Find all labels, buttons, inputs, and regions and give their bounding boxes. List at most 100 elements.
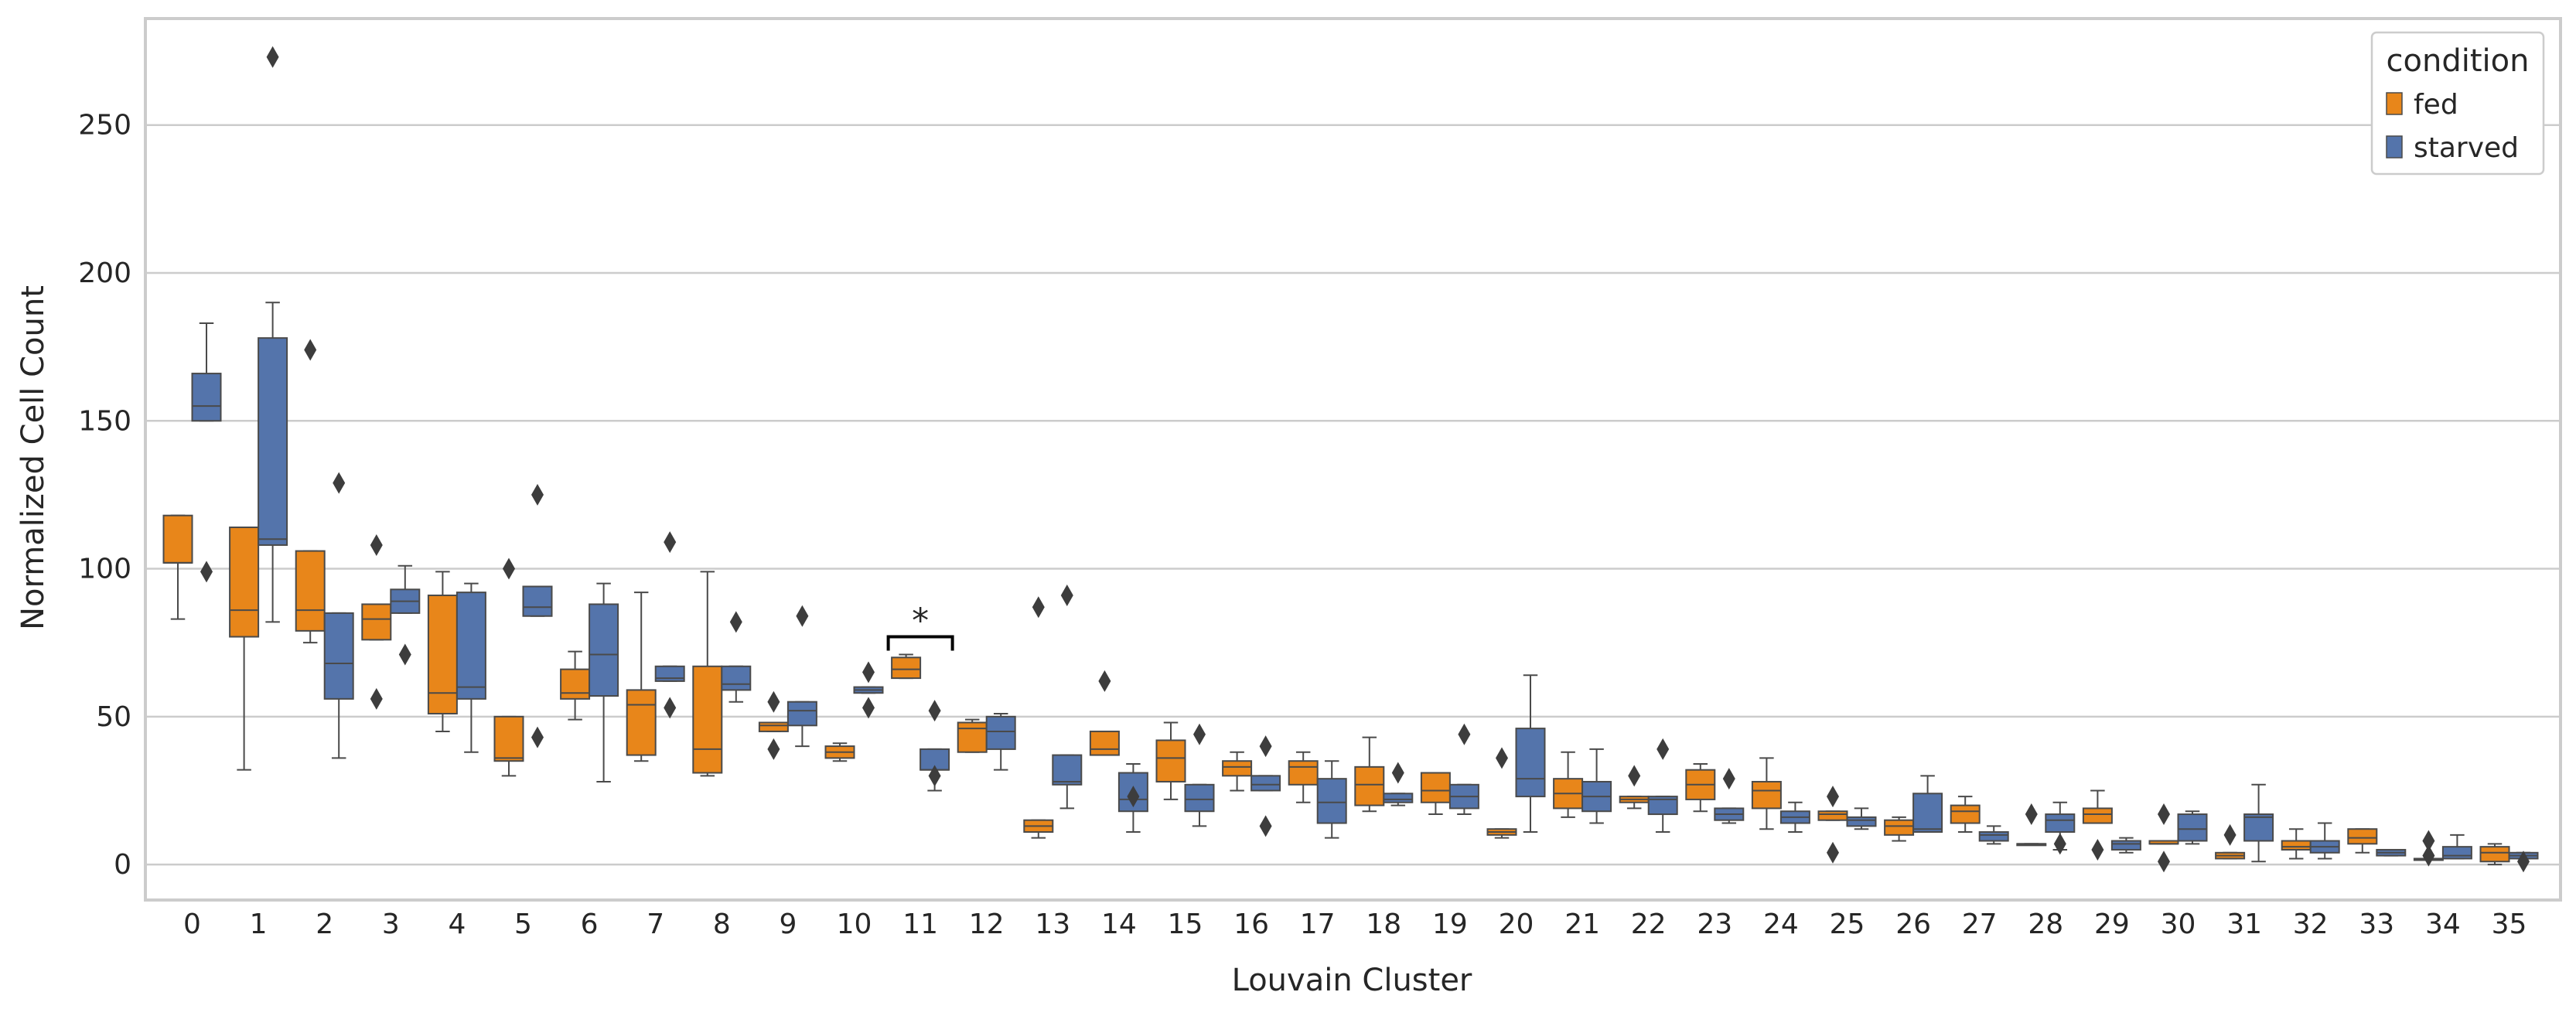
box-body [1288,760,1319,786]
box-body [1978,831,2009,842]
outlier-point [729,611,742,633]
box-body [1912,793,1943,834]
x-tick-label: 12 [969,909,1005,940]
outlier-point [664,697,677,719]
box-body [786,701,817,727]
box-layer [162,46,2539,873]
x-axis-label: Louvain Cluster [1232,963,1472,998]
x-tick-label: 23 [1697,909,1732,940]
box-body [1250,775,1281,792]
x-tick-label: 15 [1168,909,1203,940]
box-fed-29 [2082,789,2113,861]
legend-title: condition [2387,43,2530,79]
x-tick-label: 2 [316,909,333,940]
outlier-point [664,531,677,554]
x-tick-label: 26 [1895,909,1931,940]
x-tick-label: 22 [1631,909,1667,940]
box-fed-5 [493,557,524,777]
box-body [891,656,922,680]
box-fed-0 [162,514,193,620]
box-body [692,665,723,774]
outlier-point [1259,735,1272,758]
x-tick-label: 6 [581,909,599,940]
outlier-point [2053,833,2066,855]
box-body [427,594,458,714]
x-tick-label: 14 [1101,909,1137,940]
box-body [162,514,193,564]
box-starved-29 [2110,837,2141,854]
x-tick-label: 0 [183,909,201,940]
x-tick-label: 17 [1300,909,1336,940]
x-tick-label: 3 [382,909,400,940]
box-starved-15 [1184,723,1215,827]
box-starved-26 [1912,775,1943,834]
x-tick-label: 34 [2425,909,2461,940]
x-tick-label: 30 [2161,909,2196,940]
legend-label-fed: fed [2414,89,2458,121]
box-starved-19 [1448,723,1479,816]
plot-frame [144,17,2562,902]
x-tick-label: 28 [2028,909,2063,940]
outlier-point [503,557,515,580]
box-fed-13 [1023,596,1054,839]
box-starved-10 [853,661,884,719]
box-body [1950,804,1981,824]
box-starved-7 [654,531,685,719]
outlier-point [200,561,213,583]
outlier-point [2025,803,2038,826]
box-fed-34 [2413,830,2444,867]
x-tick-label: 20 [1499,909,1534,940]
box-starved-12 [985,712,1016,771]
box-fed-26 [1884,816,1915,842]
outlier-point [266,46,279,68]
box-body [229,526,260,638]
box-fed-23 [1685,763,1716,813]
box-fed-14 [1089,670,1120,756]
box-fed-19 [1420,772,1451,816]
outlier-point [2158,851,2170,873]
box-body [1184,783,1215,813]
box-fed-9 [758,690,789,760]
outlier-point [862,697,875,719]
box-body [258,337,288,546]
y-tick-label: 100 [78,554,131,585]
x-tick-label: 18 [1366,909,1401,940]
box-body [626,689,657,756]
box-body [758,721,789,732]
box-body [1354,765,1385,806]
box-body [1647,796,1678,816]
box-fed-30 [2148,803,2179,873]
box-starved-28 [2045,801,2076,855]
outlier-point [370,687,383,710]
outlier-point [398,643,411,666]
box-fed-7 [626,592,657,762]
box-body [1515,728,1546,798]
box-starved-31 [2243,783,2274,863]
x-tick-label: 16 [1233,909,1269,940]
box-starved-14 [1117,763,1148,834]
significance-annotation: * [886,602,954,651]
y-tick-label: 50 [96,701,131,733]
box-body [1383,793,1414,803]
x-tick-label: 5 [514,909,532,940]
box-starved-16 [1250,735,1281,837]
outlier-point [370,534,383,556]
box-starved-17 [1316,760,1347,839]
box-starved-33 [2376,848,2407,857]
outlier-point [1496,747,1508,769]
box-body [1316,778,1347,824]
x-tick-label: 8 [713,909,731,940]
box-body [985,715,1016,750]
box-body [2045,813,2076,834]
box-starved-5 [522,483,553,748]
box-starved-8 [721,611,752,703]
box-body [560,668,591,700]
box-body [1817,810,1848,821]
box-fed-16 [1222,751,1253,792]
box-starved-23 [1714,768,1745,824]
box-body [1222,760,1253,777]
box-body [1155,739,1186,782]
x-tick-labels: 0 1 2 3 4 5 6 7 8 9 10 11 12 13 14 15 16 17 18 19 20 21 22 23 24… [183,909,2527,940]
box-fed-18 [1354,736,1385,813]
y-gridlines [145,124,2561,866]
